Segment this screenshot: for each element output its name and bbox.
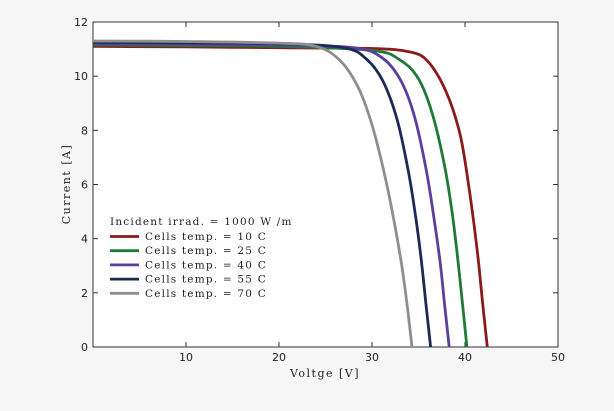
legend-label-3: Cells temp. = 40 C bbox=[145, 259, 267, 271]
x-axis-label: Voltge [V] bbox=[289, 367, 360, 380]
y-tick-label: 6 bbox=[81, 179, 88, 192]
y-tick-label: 12 bbox=[74, 16, 88, 29]
x-tick-label: 30 bbox=[365, 351, 379, 364]
x-tick-label: 40 bbox=[458, 351, 472, 364]
legend-label-4: Cells temp. = 55 C bbox=[145, 274, 267, 286]
x-axis-ticks: 10 20 30 40 50 bbox=[179, 22, 565, 364]
x-tick-label: 20 bbox=[272, 351, 286, 364]
series-lines bbox=[92, 39, 489, 348]
x-tick-label: 50 bbox=[551, 351, 565, 364]
y-tick-label: 8 bbox=[81, 124, 88, 137]
y-axis-label: Current [A] bbox=[60, 144, 73, 225]
legend-title: Incident irrad. = 1000 W /m bbox=[110, 216, 293, 228]
y-tick-label: 2 bbox=[81, 287, 88, 300]
series-line-1 bbox=[92, 45, 489, 348]
series-line-5 bbox=[92, 39, 414, 348]
legend-items: Cells temp. = 10 C Cells temp. = 25 C Cell… bbox=[110, 231, 267, 300]
y-tick-label: 0 bbox=[81, 341, 88, 354]
legend-label-5: Cells temp. = 70 C bbox=[145, 288, 267, 300]
x-tick-label: 10 bbox=[179, 351, 193, 364]
y-tick-label: 10 bbox=[74, 70, 88, 83]
y-tick-label: 4 bbox=[81, 233, 88, 246]
y-axis-ticks: 0 2 4 6 8 10 12 bbox=[74, 16, 558, 354]
legend-label-2: Cells temp. = 25 C bbox=[145, 245, 267, 257]
legend-label-1: Cells temp. = 10 C bbox=[145, 231, 267, 243]
legend: Incident irrad. = 1000 W /m Cells temp. … bbox=[110, 216, 293, 300]
